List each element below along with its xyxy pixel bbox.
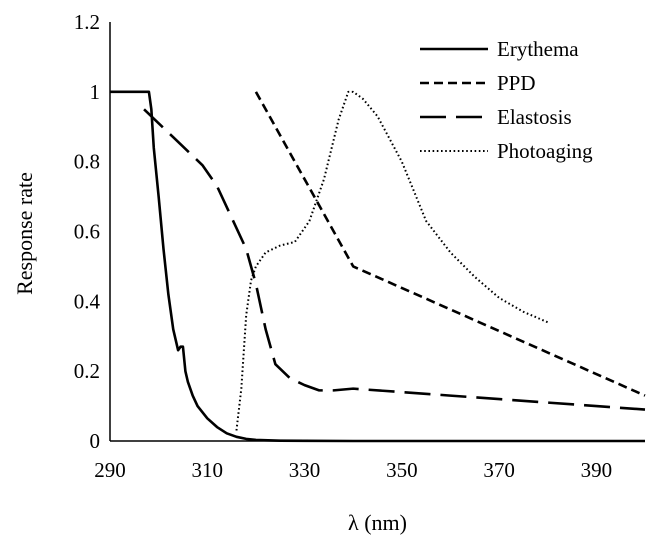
series-line-ppd bbox=[254, 91, 646, 397]
x-tick-label: 330 bbox=[289, 458, 321, 482]
legend: Erythema PPD Elastosis Photoaging bbox=[420, 37, 593, 163]
x-axis-title: λ (nm) bbox=[348, 510, 407, 535]
y-tick-label: 0.6 bbox=[74, 220, 100, 244]
y-tick-label: 0 bbox=[90, 429, 101, 453]
legend-label-ppd: PPD bbox=[497, 71, 536, 95]
legend-label-elastosis: Elastosis bbox=[497, 105, 572, 129]
x-tick-label: 390 bbox=[581, 458, 613, 482]
x-tick-label: 350 bbox=[386, 458, 418, 482]
y-tick-label: 1.2 bbox=[74, 10, 100, 34]
y-tick-label: 0.2 bbox=[74, 359, 100, 383]
y-axis-title: Response rate bbox=[12, 172, 37, 295]
x-tick-label: 370 bbox=[483, 458, 515, 482]
x-tick-label: 290 bbox=[94, 458, 126, 482]
series-group bbox=[110, 90, 646, 443]
x-tick-labels: 290 310 330 350 370 390 bbox=[94, 458, 612, 482]
x-tick-label: 310 bbox=[192, 458, 224, 482]
legend-label-erythema: Erythema bbox=[497, 37, 579, 61]
series-line-elastosis bbox=[143, 108, 646, 411]
y-tick-label: 0.8 bbox=[74, 150, 100, 174]
series-line-erythema bbox=[110, 90, 645, 443]
y-tick-label: 0.4 bbox=[74, 289, 101, 313]
y-tick-label: 1 bbox=[90, 80, 101, 104]
legend-label-photoaging: Photoaging bbox=[497, 139, 593, 163]
y-tick-labels: 0 0.2 0.4 0.6 0.8 1 1.2 bbox=[74, 10, 101, 453]
